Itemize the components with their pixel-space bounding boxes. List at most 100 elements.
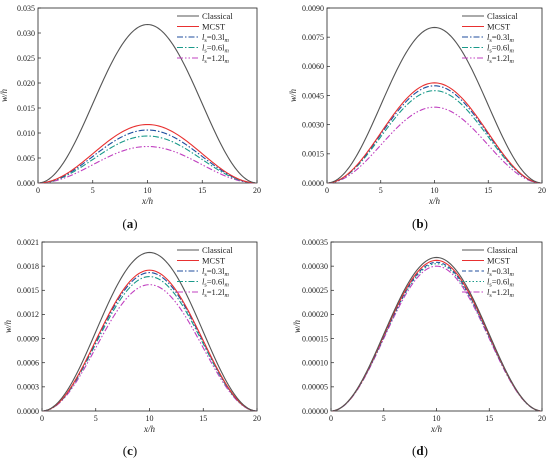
y-tick-label: 0.00020 [302,310,328,319]
legend-label: ls=1.2lm [487,53,515,65]
y-tick-label: 0.00010 [302,359,328,368]
x-tick-label: 15 [485,414,493,423]
y-tick-label: 0.0003 [17,383,39,392]
y-tick-label: 0.000 [17,179,35,188]
series-line-l-s-0-3l-m [326,85,543,184]
y-axis-label: w/h [3,320,13,334]
x-tick-label: 15 [199,414,207,423]
series-line-classical [330,256,543,412]
y-tick-label: 0.005 [17,154,35,163]
x-tick-label: 10 [146,414,154,423]
series-line-classical [326,26,543,184]
panel-label: (d) [412,443,428,458]
legend-label: MCST [202,22,226,32]
panel-c: 0.0000 0.0003 0.0006 0.0009 0.0012 0.0015 0.00… [3,238,261,458]
x-tick-label: 0 [329,414,333,423]
x-tick-label: 5 [379,186,383,195]
x-tick-label: 5 [94,414,98,423]
legend-label: ls=0.3lm [487,32,515,44]
y-tick-label: 0.00000 [302,407,328,416]
x-axis-label: x/h [430,424,442,434]
series-line-mcst [326,82,543,184]
legend-label: ls=0.6lm [202,277,230,289]
x-tick-label: 10 [433,414,441,423]
y-tick-label: 0.0045 [302,91,324,100]
legend-label: ls=1.2lm [487,287,515,299]
y-tick-label: 0.025 [17,54,35,63]
panel-b: 0.0000 0.0015 0.0030 0.0045 0.0060 0.0075 0.00… [288,4,546,231]
x-tick-label: 0 [36,186,40,195]
legend-label: Classical [487,11,518,21]
panel-label: (c) [123,443,137,458]
legend-label: ls=0.6lm [202,43,230,55]
y-tick-label: 0.030 [17,29,35,38]
panel-a: 0.000 0.005 0.010 0.015 0.020 0.025 0.030 0.035… [0,4,261,231]
series-line-mcst [37,123,258,184]
y-tick-label: 0.0006 [17,359,39,368]
legend-label: ls=0.6lm [487,43,515,55]
y-axis-label: w/h [0,89,9,103]
y-tick-label: 0.0015 [302,150,324,159]
series-line-mcst [41,269,258,412]
x-tick-label: 20 [538,414,546,423]
plot-frame [330,241,543,412]
y-tick-label: 0.0012 [17,310,39,319]
x-tick-label: 20 [538,186,546,195]
x-tick-label: 5 [91,186,95,195]
series-line-l-s-0-3l-m [37,129,258,184]
y-tick-label: 0.020 [17,79,35,88]
y-tick-label: 0.0009 [17,334,39,343]
legend-label: ls=1.2lm [202,53,230,65]
panel-label: (a) [122,216,137,231]
panel-label: (b) [412,216,428,231]
y-tick-label: 0.035 [17,4,35,13]
x-tick-label: 0 [325,186,329,195]
x-tick-label: 10 [144,186,152,195]
series-line-l-s-0-6l-m [37,135,258,184]
legend-label: ls=0.6lm [487,277,515,289]
y-tick-label: 0.0018 [17,262,39,271]
legend-label: ls=1.2lm [202,287,230,299]
y-tick-label: 0.015 [17,104,35,113]
y-tick-label: 0.00015 [302,334,328,343]
x-tick-label: 5 [382,414,386,423]
y-tick-label: 0.0000 [302,179,324,188]
legend-label: MCST [487,22,511,32]
legend-label: ls=0.3lm [202,266,230,278]
plot-frame [326,7,543,184]
x-tick-label: 0 [40,414,44,423]
y-tick-label: 0.00035 [302,238,328,247]
series-line-l-s-0-6l-m [326,90,543,184]
legend-label: Classical [487,245,518,255]
y-tick-label: 0.00030 [302,262,328,271]
x-axis-label: x/h [428,196,440,206]
y-tick-label: 0.0060 [302,62,324,71]
y-tick-label: 0.0075 [302,33,324,42]
y-tick-label: 0.0030 [302,120,324,129]
legend-label: Classical [202,245,233,255]
y-tick-label: 0.00005 [302,383,328,392]
y-tick-label: 0.0015 [17,286,39,295]
x-tick-label: 15 [198,186,206,195]
y-axis-label: w/h [292,320,302,334]
series-line-l-s-1-2l-m [41,284,258,412]
x-tick-label: 20 [253,186,261,195]
legend-label: MCST [487,256,511,266]
series-line-classical [41,251,258,412]
x-tick-label: 15 [484,186,492,195]
legend-label: ls=0.3lm [202,32,230,44]
y-tick-label: 0.0021 [17,238,39,247]
panel-d: 0.00000 0.00005 0.00010 0.00015 0.00020 0.000… [292,238,546,458]
legend-label: ls=0.3lm [487,266,515,278]
x-axis-label: x/h [141,196,153,206]
y-tick-label: 0.0090 [302,4,324,13]
x-axis-label: x/h [143,424,155,434]
legend-label: MCST [202,256,226,266]
series-line-classical [37,23,258,184]
